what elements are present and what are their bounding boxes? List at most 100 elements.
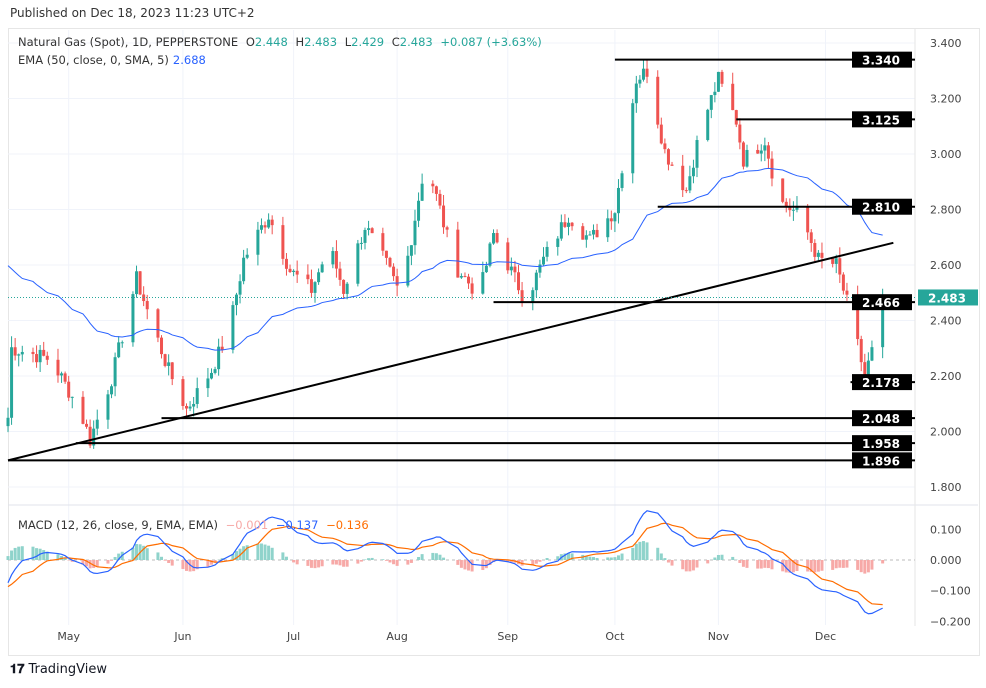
y-tick-label: 2.600 (930, 259, 962, 272)
ema-label: EMA (50, close, 0, SMA, 5) (18, 53, 169, 67)
macd-histogram-bar (459, 560, 463, 568)
macd-histogram-bar (713, 557, 717, 560)
candle (538, 264, 542, 273)
macd-histogram-bar (367, 558, 371, 560)
macd-histogram-bar (131, 547, 135, 560)
candle (363, 229, 367, 243)
candle (806, 205, 810, 233)
macd-histogram-bar (320, 560, 324, 567)
candle (709, 95, 713, 110)
candle (20, 351, 24, 355)
macd-line (7, 510, 883, 615)
macd-histogram-bar (160, 556, 164, 560)
candle (870, 347, 874, 361)
x-tick-label: May (57, 630, 80, 643)
candle (795, 205, 799, 210)
macd-histogram-bar (845, 560, 849, 568)
candle (70, 396, 74, 398)
macd-histogram-bar (584, 555, 588, 560)
candle (245, 254, 249, 258)
level-badge (852, 111, 912, 128)
candle (759, 150, 763, 154)
candle (684, 190, 688, 192)
x-tick-label: Nov (708, 630, 730, 643)
candle (10, 347, 14, 418)
macd-histogram-bar (781, 560, 785, 572)
candle (206, 378, 210, 389)
tradingview-logo[interactable]: 𝟏𝟕 TradingView (10, 662, 107, 677)
level-label: 2.466 (862, 296, 900, 310)
ema-value: 2.688 (172, 53, 206, 67)
macd-histogram-bar (442, 557, 446, 560)
candle (588, 234, 592, 236)
candle (781, 178, 785, 202)
macd-histogram-bar (556, 556, 560, 560)
macd-histogram-bar (688, 560, 692, 572)
macd-histogram-bar (588, 556, 592, 560)
macd-histogram-bar (738, 560, 742, 563)
candle (231, 305, 235, 350)
macd-histogram-bar (856, 560, 860, 570)
candle (342, 279, 346, 294)
macd-histogram-bar (563, 553, 567, 560)
macd-histogram-bar (345, 560, 349, 567)
macd-histogram-bar (641, 541, 645, 560)
candle (209, 372, 213, 379)
macd-histogram-bar (756, 560, 760, 569)
candle (616, 187, 620, 214)
tradingview-icon: 𝟏𝟕 (10, 662, 25, 677)
candle (442, 205, 446, 228)
candle (663, 143, 667, 150)
candle (656, 76, 660, 125)
candle (170, 362, 174, 380)
macd-value: −0.137 (275, 518, 319, 532)
macd-histogram-bar (256, 543, 260, 560)
macd-histogram-bar (342, 560, 346, 567)
close-value: 2.483 (399, 35, 433, 49)
candle (609, 218, 613, 222)
macd-histogram-bar (185, 560, 188, 571)
macd-histogram-bar (606, 557, 610, 560)
candle (92, 428, 96, 446)
macd-histogram-bar (820, 560, 824, 571)
macd-histogram-bar (763, 560, 767, 568)
macd-histogram-bar (284, 556, 288, 560)
candle (506, 242, 510, 271)
macd-histogram-bar (520, 560, 524, 566)
macd-histogram-bar (684, 560, 688, 572)
candle (292, 270, 296, 273)
macd-histogram-bar (609, 557, 613, 560)
candle (188, 406, 192, 409)
candle (470, 283, 474, 294)
y-tick-label: 3.200 (930, 93, 962, 106)
macd-histogram-bar (809, 560, 813, 572)
level-badge (852, 374, 912, 391)
low-value: 2.429 (351, 35, 385, 49)
macd-histogram-bar (788, 560, 792, 573)
level-badge (852, 410, 912, 427)
macd-histogram-bar (570, 553, 574, 560)
candle (217, 346, 221, 370)
macd-histogram-bar (538, 560, 542, 562)
macd-histogram-bar (631, 547, 635, 560)
x-tick-label: Aug (386, 630, 407, 643)
macd-histogram-bar (359, 560, 363, 562)
candle (413, 220, 417, 246)
close-label: C (391, 35, 400, 49)
macd-tick-label: 0.000 (930, 554, 962, 567)
macd-histogram-bar (31, 546, 35, 560)
macd-histogram-bar (313, 560, 317, 569)
candle (381, 233, 385, 251)
candle (838, 258, 842, 275)
candle (613, 213, 617, 222)
macd-histogram-bar (484, 560, 488, 569)
macd-histogram-bar (395, 560, 399, 566)
macd-histogram-bar (834, 560, 838, 569)
macd-histogram-bar (813, 560, 817, 573)
brand-name: TradingView (28, 662, 108, 677)
macd-histogram-bar (420, 554, 424, 560)
candle (634, 83, 638, 104)
macd-histogram-bar (292, 560, 296, 563)
